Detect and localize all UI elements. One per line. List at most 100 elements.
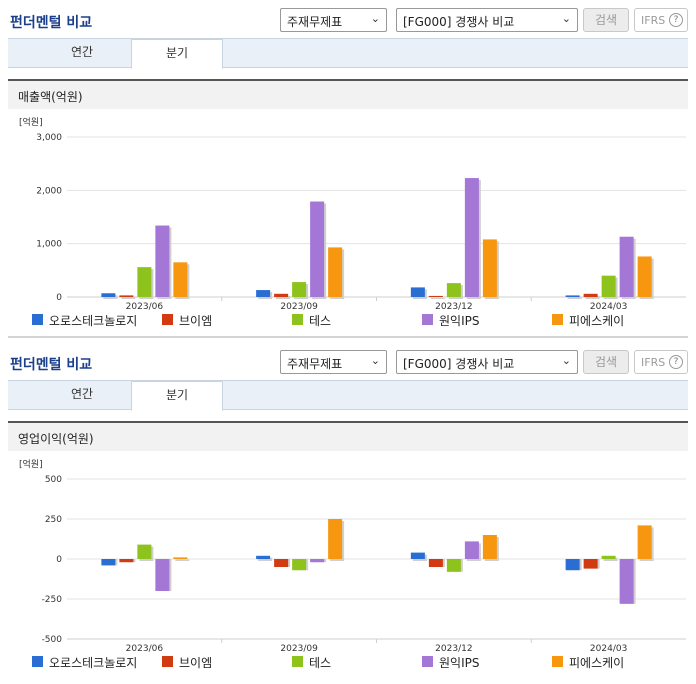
- legend-label: 원익IPS: [439, 314, 480, 328]
- search-button[interactable]: 검색: [583, 350, 629, 374]
- ifrs-button[interactable]: IFRS ?: [634, 8, 688, 32]
- bar: [446, 559, 461, 572]
- bar: [274, 293, 289, 297]
- x-tick-label: 2023/06: [126, 302, 164, 310]
- bar: [410, 552, 425, 559]
- ifrs-label: IFRS: [641, 356, 666, 369]
- bar: [637, 525, 652, 559]
- legend-swatch: [162, 656, 173, 667]
- bar: [256, 290, 271, 297]
- help-icon[interactable]: ?: [669, 355, 683, 369]
- legend-label: 피에스케이: [569, 314, 625, 328]
- x-tick-label: 2023/12: [435, 302, 472, 310]
- bar-shadow: [175, 559, 190, 561]
- unit-label: [억원]: [19, 116, 43, 128]
- bar: [119, 295, 134, 297]
- bar: [428, 295, 443, 297]
- tab-annual[interactable]: 연간: [70, 45, 94, 59]
- period-tabs: 연간 분기: [8, 38, 688, 69]
- bar-shadow: [603, 557, 618, 561]
- bar: [482, 535, 497, 559]
- chart-title-bar: 매출액(억원): [8, 79, 688, 109]
- bar: [619, 236, 634, 297]
- statement-select[interactable]: 주재무제표 ⌄: [280, 8, 387, 32]
- y-tick-label: 1,000: [36, 240, 62, 250]
- bar: [619, 559, 634, 604]
- bar: [464, 541, 479, 559]
- bar-shadow: [276, 295, 291, 299]
- bar: [137, 267, 152, 297]
- bar-shadow: [103, 295, 118, 299]
- y-tick-label: 500: [45, 475, 62, 485]
- bar: [328, 247, 343, 297]
- legend-swatch: [32, 656, 43, 667]
- search-button[interactable]: 검색: [583, 8, 629, 32]
- bar: [601, 555, 616, 559]
- x-tick-label: 2023/09: [280, 302, 318, 310]
- bar: [137, 544, 152, 559]
- bar: [256, 555, 271, 559]
- tab-annual[interactable]: 연간: [70, 387, 94, 401]
- chevron-down-icon: ⌄: [370, 354, 380, 367]
- chevron-down-icon: ⌄: [561, 354, 571, 367]
- legend-label: 테스: [309, 314, 332, 328]
- chevron-down-icon: ⌄: [561, 12, 571, 25]
- bar: [565, 559, 580, 571]
- section-divider: [8, 336, 688, 338]
- bar: [173, 262, 188, 297]
- operating-profit-bar-chart: [억원] -500 -250 0 250 500 2023/06 2023/09 2023/12…: [19, 458, 686, 652]
- legend-label: 피에스케이: [569, 656, 625, 670]
- bar-shadow: [430, 297, 445, 299]
- legend-swatch: [422, 656, 433, 667]
- bar: [637, 256, 652, 297]
- bar-shadow: [585, 295, 600, 299]
- y-tick-label: 3,000: [36, 133, 62, 143]
- legend-label: 오로스테크놀로지: [49, 314, 138, 328]
- tab-quarterly[interactable]: 분기: [131, 381, 223, 411]
- bar: [446, 283, 461, 297]
- legend-swatch: [292, 314, 303, 325]
- bar: [292, 559, 307, 571]
- bar: [101, 559, 116, 566]
- chevron-down-icon: ⌄: [370, 12, 380, 25]
- help-icon[interactable]: ?: [669, 13, 683, 27]
- chart-title-bar: 영업이익(억원): [8, 421, 688, 451]
- unit-label: [억원]: [19, 458, 43, 470]
- section-title: 펀더멘털 비교: [10, 15, 93, 31]
- bar: [173, 557, 188, 559]
- bar: [428, 559, 443, 567]
- comparison-select-value: [FG000] 경쟁사 비교: [403, 15, 515, 29]
- y-tick-label: 0: [56, 555, 62, 565]
- legend-swatch: [292, 656, 303, 667]
- bar: [155, 225, 170, 297]
- bar: [310, 201, 325, 297]
- bar-shadow: [258, 557, 273, 561]
- comparison-select[interactable]: [FG000] 경쟁사 비교 ⌄: [396, 350, 578, 374]
- tab-quarterly[interactable]: 분기: [131, 39, 223, 69]
- bar-shadow: [121, 297, 136, 299]
- ifrs-label: IFRS: [641, 14, 666, 27]
- bar: [583, 559, 598, 569]
- legend-swatch: [32, 314, 43, 325]
- legend-label: 오로스테크놀로지: [49, 656, 138, 670]
- section-header: 펀더멘털 비교 주재무제표 ⌄ [FG000] 경쟁사 비교 ⌄ 검색 IFRS…: [0, 342, 696, 380]
- section-title: 펀더멘털 비교: [10, 357, 93, 373]
- bar: [328, 519, 343, 559]
- bar: [101, 293, 116, 297]
- legend-label: 테스: [309, 656, 332, 670]
- x-tick-label: 2024/03: [590, 644, 627, 652]
- y-tick-label: 250: [45, 515, 62, 525]
- legend-label: 원익IPS: [439, 656, 480, 670]
- chart-title: 영업이익(억원): [18, 432, 94, 446]
- bar: [583, 293, 598, 297]
- bar: [274, 559, 289, 567]
- fundamental-section-operating-profit: 펀더멘털 비교 주재무제표 ⌄ [FG000] 경쟁사 비교 ⌄ 검색 IFRS…: [0, 342, 696, 684]
- ifrs-button[interactable]: IFRS ?: [634, 350, 688, 374]
- x-tick-label: 2023/09: [280, 644, 318, 652]
- section-header: 펀더멘털 비교 주재무제표 ⌄ [FG000] 경쟁사 비교 ⌄ 검색 IFRS…: [0, 0, 696, 38]
- comparison-select-value: [FG000] 경쟁사 비교: [403, 357, 515, 371]
- comparison-select[interactable]: [FG000] 경쟁사 비교 ⌄: [396, 8, 578, 32]
- x-tick-label: 2023/12: [435, 644, 472, 652]
- statement-select[interactable]: 주재무제표 ⌄: [280, 350, 387, 374]
- bar: [155, 559, 170, 591]
